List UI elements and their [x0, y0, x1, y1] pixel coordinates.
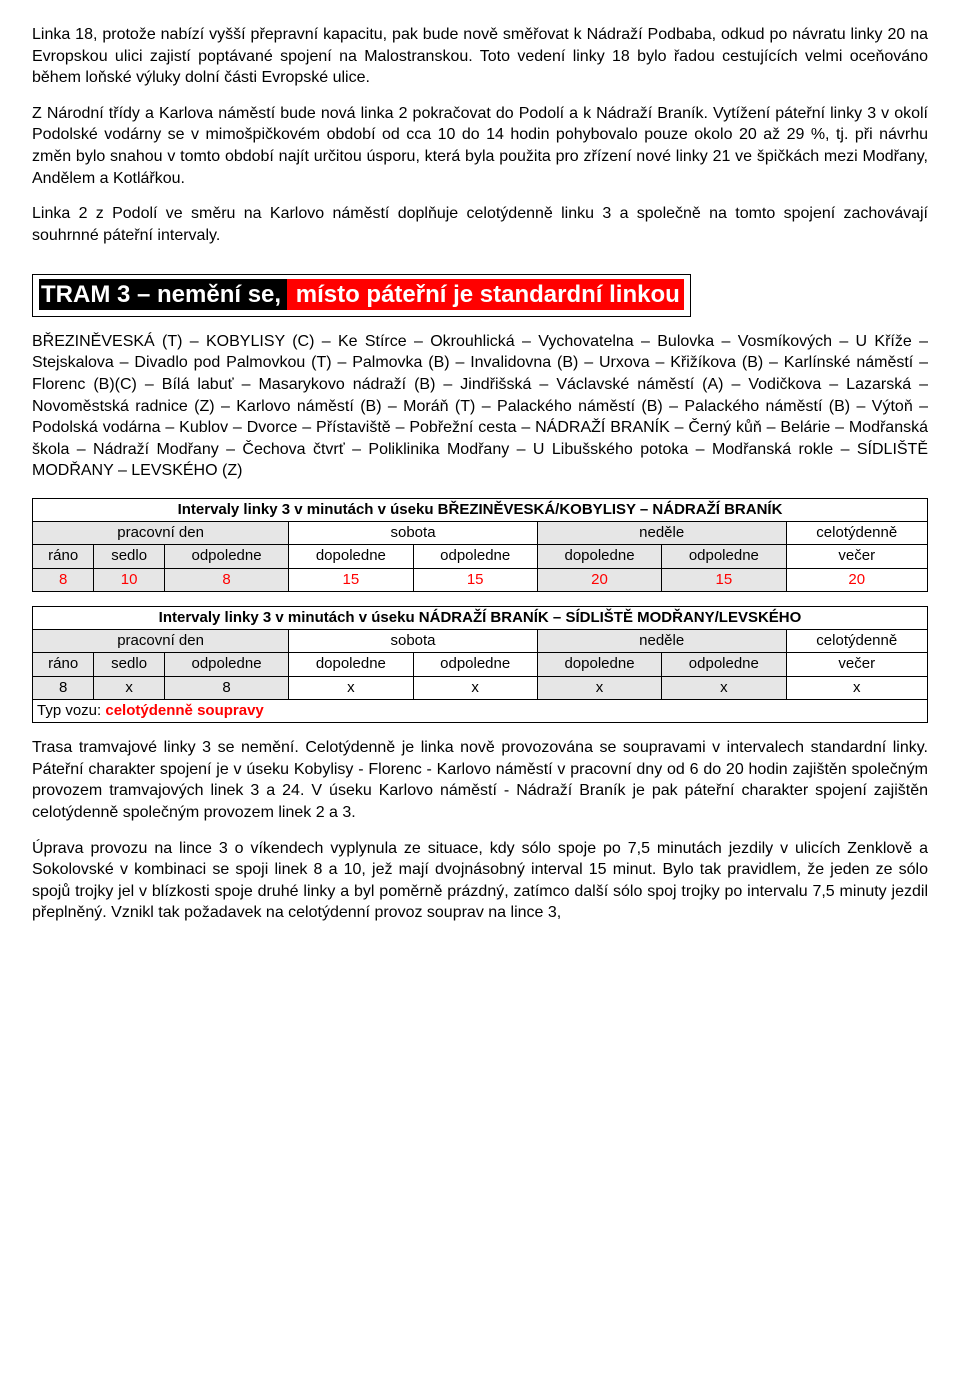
typ-label: Typ vozu: — [37, 702, 105, 719]
table2-sub-4: odpoledne — [413, 653, 537, 676]
table2-val-5: x — [537, 676, 661, 699]
table1-sub-5: dopoledne — [537, 545, 661, 568]
table2-sub-0: ráno — [33, 653, 94, 676]
table1-group-saturday: sobota — [289, 522, 538, 545]
table2-group-allweek: celotýdenně — [786, 630, 928, 653]
table1-val-4: 15 — [413, 568, 537, 591]
table1-val-2: 8 — [164, 568, 288, 591]
paragraph-4: Trasa tramvajové linky 3 se nemění. Celo… — [32, 737, 928, 823]
table2-sub-1: sedlo — [94, 653, 165, 676]
interval-table-2: Intervaly linky 3 v minutách v úseku NÁD… — [32, 606, 928, 723]
table1-val-0: 8 — [33, 568, 94, 591]
table2-typ-row: Typ vozu: celotýdenně soupravy — [33, 699, 928, 722]
table2-group-workday: pracovní den — [33, 630, 289, 653]
table1-group-workday: pracovní den — [33, 522, 289, 545]
table2-sub-2: odpoledne — [164, 653, 288, 676]
tram3-heading-box: TRAM 3 – nemění se, místo páteřní je sta… — [32, 274, 691, 316]
table1-sub-2: odpoledne — [164, 545, 288, 568]
table1-sub-3: dopoledne — [289, 545, 413, 568]
table2-val-6: x — [662, 676, 786, 699]
table2-title: Intervaly linky 3 v minutách v úseku NÁD… — [33, 606, 928, 629]
table2-sub-3: dopoledne — [289, 653, 413, 676]
paragraph-2: Z Národní třídy a Karlova náměstí bude n… — [32, 103, 928, 189]
table2-val-3: x — [289, 676, 413, 699]
route-text: BŘEZINĚVESKÁ (T) – KOBYLISY (C) – Ke Stí… — [32, 331, 928, 482]
table1-val-6: 15 — [662, 568, 786, 591]
table1-sub-0: ráno — [33, 545, 94, 568]
table1-val-7: 20 — [786, 568, 927, 591]
table2-group-saturday: sobota — [289, 630, 538, 653]
typ-value: celotýdenně soupravy — [105, 702, 263, 719]
paragraph-1: Linka 18, protože nabízí vyšší přepravní… — [32, 24, 928, 89]
paragraph-3: Linka 2 z Podolí ve směru na Karlovo nám… — [32, 203, 928, 246]
table1-sub-6: odpoledne — [662, 545, 786, 568]
table1-sub-1: sedlo — [94, 545, 165, 568]
table2-val-4: x — [413, 676, 537, 699]
table2-val-1: x — [94, 676, 165, 699]
interval-table-1: Intervaly linky 3 v minutách v úseku BŘE… — [32, 498, 928, 592]
table1-val-5: 20 — [537, 568, 661, 591]
table2-sub-7: večer — [786, 653, 928, 676]
table2-sub-6: odpoledne — [662, 653, 786, 676]
heading-black-part: TRAM 3 – nemění se, — [39, 279, 287, 310]
table1-val-3: 15 — [289, 568, 413, 591]
table2-group-sunday: neděle — [537, 630, 786, 653]
table2-val-2: 8 — [164, 676, 288, 699]
table2-val-0: 8 — [33, 676, 94, 699]
paragraph-5: Úprava provozu na lince 3 o víkendech vy… — [32, 838, 928, 924]
table2-sub-5: dopoledne — [537, 653, 661, 676]
table1-group-sunday: neděle — [537, 522, 786, 545]
heading-red-part: místo páteřní je standardní linkou — [287, 279, 684, 310]
table1-title: Intervaly linky 3 v minutách v úseku BŘE… — [33, 498, 928, 521]
table1-sub-7: večer — [786, 545, 927, 568]
table1-group-allweek: celotýdenně — [786, 522, 927, 545]
table1-sub-4: odpoledne — [413, 545, 537, 568]
table1-val-1: 10 — [94, 568, 165, 591]
table2-val-7: x — [786, 676, 928, 699]
